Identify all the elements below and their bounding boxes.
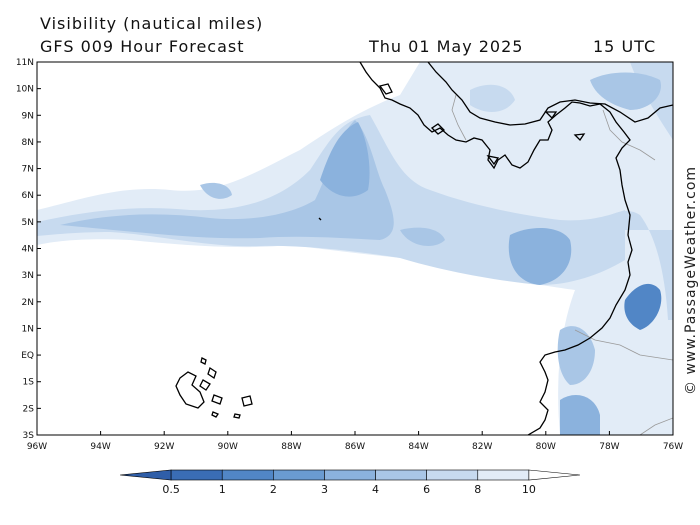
lat-label: 10N bbox=[16, 85, 34, 95]
lon-label: 82W bbox=[472, 442, 492, 452]
colorbar-swatch bbox=[426, 469, 479, 481]
lat-label: 2S bbox=[23, 404, 35, 414]
colorbar-label: 0.5 bbox=[162, 483, 180, 496]
colorbar-swatch bbox=[170, 469, 223, 481]
lat-label: 9N bbox=[22, 111, 34, 121]
lon-label: 86W bbox=[345, 442, 365, 452]
colorbar-label: 8 bbox=[474, 483, 481, 496]
colorbar-low-arrow bbox=[119, 469, 172, 481]
colorbar-label: 2 bbox=[270, 483, 277, 496]
colorbar-label: 1 bbox=[219, 483, 226, 496]
lat-label: 1S bbox=[23, 378, 35, 388]
lon-label: 88W bbox=[281, 442, 301, 452]
colorbar-swatch bbox=[221, 469, 274, 481]
lat-label: 6N bbox=[22, 191, 34, 201]
lat-label: 11N bbox=[16, 58, 34, 68]
lat-label: 2N bbox=[22, 298, 34, 308]
forecast-label: GFS 009 Hour Forecast bbox=[40, 37, 245, 56]
lat-label: 8N bbox=[22, 138, 34, 148]
copyright-text: © www.PassageWeather.com bbox=[683, 166, 699, 395]
colorbar-label: 4 bbox=[372, 483, 379, 496]
colorbar-swatch bbox=[375, 469, 427, 481]
lon-label: 96W bbox=[27, 442, 47, 452]
colorbar-swatch bbox=[528, 469, 581, 481]
lat-label: 3N bbox=[22, 271, 34, 281]
forecast-date: Thu 01 May 2025 bbox=[369, 37, 524, 56]
longitude-labels: 96W 94W 92W 90W 88W 86W 84W 82W 80W 78W 76W bbox=[27, 442, 683, 452]
lat-label: EQ bbox=[21, 351, 34, 361]
colorbar-label: 10 bbox=[522, 483, 536, 496]
colorbar-swatch bbox=[324, 469, 376, 481]
colorbar-swatch bbox=[273, 469, 325, 481]
lon-label: 80W bbox=[536, 442, 556, 452]
visibility-colorbar: 0.5 1 2 3 4 6 8 10 bbox=[119, 469, 581, 496]
colorbar-label: 6 bbox=[423, 483, 430, 496]
forecast-time: 15 UTC bbox=[593, 37, 657, 56]
colorbar-swatch bbox=[477, 469, 530, 481]
lon-label: 92W bbox=[154, 442, 174, 452]
colorbar-label: 3 bbox=[321, 483, 328, 496]
visibility-field bbox=[37, 62, 673, 435]
lat-label: 7N bbox=[22, 165, 34, 175]
lon-label: 76W bbox=[663, 442, 683, 452]
lon-label: 84W bbox=[408, 442, 428, 452]
latitude-labels: 11N 10N 9N 8N 7N 6N 5N 4N 3N 2N 1N EQ 1S 2S 3S bbox=[16, 58, 34, 441]
lon-label: 78W bbox=[599, 442, 619, 452]
coastlines bbox=[175, 62, 673, 435]
axis-ticks bbox=[36, 61, 674, 436]
lon-label: 90W bbox=[218, 442, 238, 452]
lat-label: 1N bbox=[22, 324, 34, 334]
country-borders bbox=[451, 94, 673, 435]
lat-label: 3S bbox=[23, 431, 35, 441]
lat-label: 4N bbox=[22, 245, 34, 255]
map-title: Visibility (nautical miles) bbox=[40, 14, 264, 33]
lat-label: 5N bbox=[22, 218, 34, 228]
lon-label: 94W bbox=[90, 442, 110, 452]
